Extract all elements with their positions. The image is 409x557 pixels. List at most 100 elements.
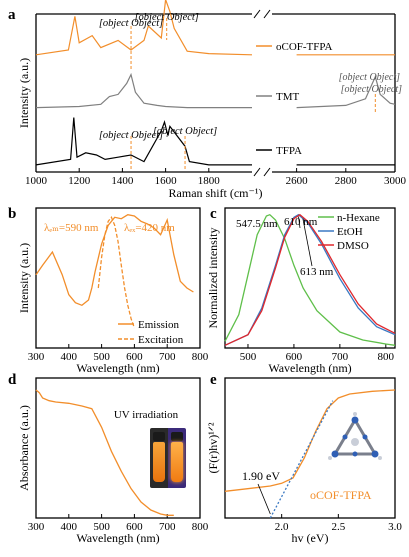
pointer-line	[298, 216, 301, 229]
y-axis-label: Intensity (a.u.)	[17, 243, 31, 313]
legend-label: DMSO	[337, 240, 369, 252]
panel-a: 1000 1200 1400 1600 1800 2600 2800 3000 Raman sh…	[17, 0, 407, 200]
x-axis-label: Raman shift (cm⁻¹)	[169, 186, 263, 200]
panel-label-e: e	[210, 372, 217, 388]
panel-label-c: c	[210, 206, 217, 222]
x-tick-label: 700	[159, 521, 176, 533]
series-line-ocof-tfpa	[35, 0, 253, 56]
uv-irradiation-label: UV irradiation	[114, 409, 179, 421]
x-tick-label: 2800	[335, 175, 358, 187]
x-tick-label: 1200	[68, 175, 91, 187]
x-tick-label: 700	[159, 351, 176, 363]
legend-label: n-Hexane	[337, 212, 380, 224]
panel-label-d: d	[8, 372, 17, 388]
y-axis-label: Normalized intensity	[206, 228, 220, 329]
legend-label: EtOH	[337, 226, 363, 238]
x-tick-label: 1800	[198, 175, 221, 187]
panel-e: 2.0 2.5 3.0 hv (eV) (F(r)hv)¹ᐟ² 1.90 eV oCOF-T…	[206, 377, 402, 545]
series-line	[35, 389, 174, 516]
x-tick-label: 3000	[384, 175, 407, 187]
x-tick-label: 1600	[155, 175, 178, 187]
x-tick-label: 300	[28, 351, 45, 363]
peak-annotation: [object Object]	[339, 72, 400, 83]
x-tick-label: 2600	[286, 175, 309, 187]
plot-frame	[224, 377, 396, 519]
plot-frame	[35, 377, 201, 519]
axis-break-mark	[263, 9, 271, 19]
peak-annotation: [object Object]	[153, 126, 217, 137]
bandgap-label: 1.90 eV	[242, 469, 280, 483]
series-line-etoh	[224, 213, 396, 346]
x-axis-label: Wavelength (nm)	[76, 361, 159, 375]
series-line-tmt	[296, 75, 396, 109]
x-tick-label: 600	[126, 521, 143, 533]
panel-b: 300 400 500 600 700 800 Wavelength (nm) Intensi…	[17, 207, 209, 375]
axis-break-mark	[253, 9, 261, 19]
x-tick-label: 400	[61, 351, 78, 363]
legend-label: oCOF-TFPA	[276, 41, 333, 53]
panel-label-a: a	[8, 7, 16, 23]
vial-body	[171, 442, 183, 482]
peak-annotation: [object Object]	[99, 18, 163, 29]
x-tick-label: 1000	[25, 175, 48, 187]
peak-annotation: [object Object]	[341, 84, 402, 95]
x-axis-label: Wavelength (nm)	[268, 361, 351, 375]
peak-label: 613 nm	[300, 266, 334, 278]
series-label: oCOF-TFPA	[310, 488, 372, 502]
series-line-n-hexane	[224, 213, 396, 346]
lambda-ex-label: λₑₓ=420 nm	[124, 222, 175, 234]
vial-photo	[150, 428, 186, 488]
legend-label: TMT	[276, 91, 300, 103]
x-tick-label: 2.0	[275, 521, 289, 533]
x-tick-label: 800	[378, 351, 395, 363]
vial-daylight	[152, 432, 166, 484]
x-tick-label: 800	[192, 521, 209, 533]
y-axis-label: Intensity (a.u.)	[17, 58, 31, 128]
series-line-ocof-tfpa	[224, 389, 396, 492]
peak-annotation: [object Object]	[134, 12, 198, 23]
panel-label-b: b	[8, 206, 16, 222]
peak-label: 547.5 nm	[236, 218, 278, 230]
series-line-tmt	[35, 72, 252, 109]
vial-body	[153, 442, 165, 482]
x-tick-label: 500	[93, 521, 110, 533]
x-tick-label: 700	[332, 351, 349, 363]
peak-label: 610 nm	[284, 216, 318, 228]
legend-label: TFPA	[276, 145, 302, 157]
lambda-em-label: λₑₘ=590 nm	[44, 222, 99, 234]
pointer-line	[302, 218, 313, 267]
series-line-excitation	[97, 216, 136, 329]
x-tick-label: 500	[93, 351, 110, 363]
x-tick-label: 500	[240, 351, 257, 363]
peak-annotation: [object Object]	[99, 130, 163, 141]
vial-cap	[153, 432, 165, 441]
x-tick-label: 2.5	[331, 521, 345, 533]
x-tick-label: 800	[192, 351, 209, 363]
x-tick-label: 600	[126, 351, 143, 363]
axis-break-mark	[263, 167, 271, 177]
series-line-tfpa	[35, 117, 252, 166]
molecule-structure-icon	[328, 412, 382, 460]
y-axis-label: Absorbance (a.u.)	[17, 405, 31, 491]
x-tick-label: 3.0	[388, 521, 402, 533]
panel-d: 300 400 500 600 700 800 Wavelength (nm) Absorba…	[17, 377, 209, 545]
pointer-line	[257, 483, 271, 515]
plot-frame	[224, 207, 396, 349]
x-axis-label: hv (eV)	[292, 531, 329, 545]
legend-label: Emission	[138, 319, 179, 331]
x-tick-label: 400	[61, 521, 78, 533]
series-line-emission	[35, 214, 194, 307]
panel-c: 500 600 700 800 Wavelength (nm) Normalized in…	[206, 207, 396, 375]
x-tick-label: 300	[28, 521, 45, 533]
vial-cap	[171, 432, 183, 441]
axis-break-mark	[253, 167, 261, 177]
legend-label: Excitation	[138, 334, 184, 346]
y-axis-label: (F(r)hv)¹ᐟ²	[206, 422, 220, 473]
x-tick-label: 1400	[111, 175, 134, 187]
vial-uv	[170, 432, 184, 484]
x-axis-label: Wavelength (nm)	[76, 531, 159, 545]
series-line-dmso	[224, 213, 396, 346]
x-tick-label: 600	[286, 351, 303, 363]
plot-frame	[35, 207, 201, 349]
